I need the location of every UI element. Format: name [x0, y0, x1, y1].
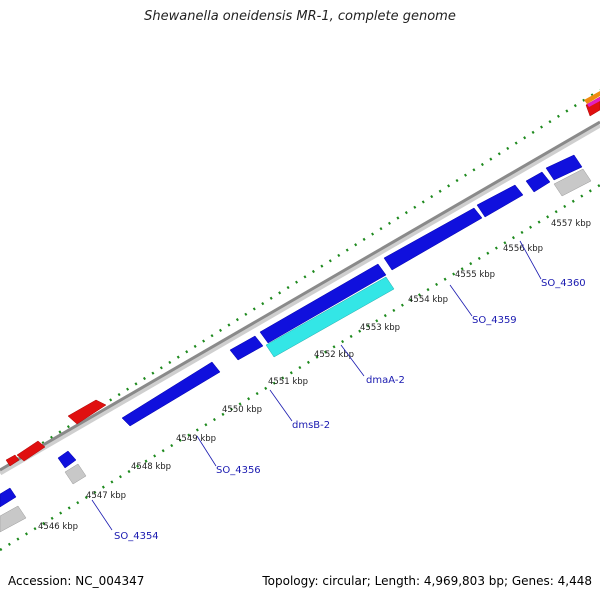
scale-label: 4550 kbp: [222, 405, 262, 415]
scale-label: 4553 kbp: [360, 323, 400, 333]
backbone: [0, 120, 600, 472]
map-title: Shewanella oneidensis MR-1, complete gen…: [144, 9, 456, 24]
leader-line: [449, 284, 473, 317]
inner-tick-ring: [0, 183, 600, 552]
gene-arrow-reverse: [545, 154, 583, 181]
gene-arrow-reverse: [259, 263, 387, 344]
gene-arrow-forward: [5, 454, 20, 467]
gene-label-leaders: [91, 240, 542, 531]
scale-labels: 4546 kbp 4547 kbp 4548 kbp 4549 kbp 4550…: [38, 219, 591, 532]
gene-arrow-pseudo: [553, 168, 592, 197]
gene-label: SO_4354: [114, 531, 159, 542]
gene-arrow-reverse: [476, 184, 524, 218]
gene-arrow-reverse: [0, 487, 17, 508]
scale-label: 4557 kbp: [551, 219, 591, 229]
outer-tick-ring: [0, 88, 600, 472]
gene-label: dmaA-2: [366, 375, 405, 386]
gene-arrow-forward-orange: [584, 91, 600, 104]
gene-arrow-reverse: [57, 450, 77, 469]
gene-arrow-forward-magenta: [587, 97, 600, 107]
gene-label: SO_4360: [541, 278, 586, 289]
gene-label: SO_4356: [216, 465, 261, 476]
gene-arrow-highlight: [265, 276, 395, 358]
scale-label: 4554 kbp: [408, 295, 448, 305]
accession-label: Accession: NC_004347: [8, 574, 145, 588]
gene-arrow-reverse: [121, 361, 221, 427]
scale-label: 4548 kbp: [131, 462, 171, 472]
leader-line: [269, 389, 293, 422]
gene-arrow-pseudo: [0, 505, 27, 533]
gene-label: SO_4359: [472, 315, 517, 326]
gene-arrow-pseudo: [64, 463, 87, 485]
gene-arrow-reverse: [229, 335, 264, 361]
leader-line: [340, 344, 365, 377]
gene-arrow-forward: [16, 440, 46, 462]
leader-line: [196, 435, 217, 467]
topology-label: Topology: circular; Length: 4,969,803 bp…: [262, 574, 592, 588]
gene-arrow-reverse: [383, 207, 483, 271]
scale-label: 4552 kbp: [314, 350, 354, 360]
scale-label: 4555 kbp: [455, 270, 495, 280]
gene-arrow-reverse: [525, 171, 551, 193]
scale-label: 4549 kbp: [176, 434, 216, 444]
gene-arrow-forward: [67, 399, 107, 425]
scale-label: 4546 kbp: [38, 522, 78, 532]
scale-label: 4547 kbp: [86, 491, 126, 501]
scale-label: 4556 kbp: [503, 244, 543, 254]
gene-label: dmsB-2: [292, 420, 330, 431]
scale-label: 4551 kbp: [268, 377, 308, 387]
backbone-shadow: [0, 122, 600, 476]
leader-line: [519, 240, 542, 280]
leader-line: [91, 499, 113, 531]
